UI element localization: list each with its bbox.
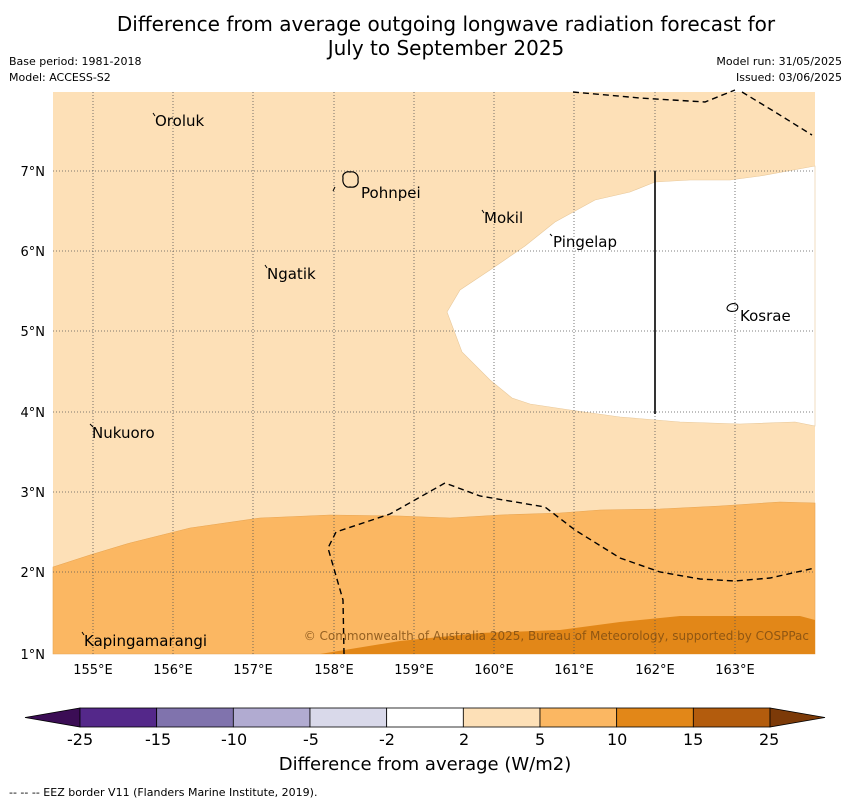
- lon-label-156: 156°E: [153, 663, 193, 678]
- cb-tick-label: -10: [221, 730, 248, 749]
- colorbar-segment: [386, 707, 464, 728]
- pohnpei-island-icon: [342, 171, 359, 188]
- place-label-pohnpei: Pohnpei: [361, 184, 421, 202]
- colorbar-segment: [79, 707, 158, 728]
- cb-tick-label: 2: [459, 730, 470, 749]
- mid-orange-region: [52, 501, 816, 655]
- eez-borders: [327, 89, 816, 655]
- lat-label-4n: 4°N: [21, 406, 46, 421]
- copyright-text: © Commonwealth of Australia 2025, Bureau…: [304, 629, 809, 643]
- ngatik-tick: [264, 264, 268, 269]
- cb-tick-label: -5: [303, 730, 319, 749]
- issued-date: Issued: 03/06/2025: [735, 71, 842, 84]
- place-label-nukuoro: Nukuoro: [92, 424, 155, 442]
- place-label-oroluk: Oroluk: [155, 112, 204, 130]
- place-label-kapingamarangi: Kapingamarangi: [84, 632, 207, 650]
- white-region: [446, 165, 816, 427]
- kosrae-island-icon: [726, 303, 739, 312]
- colorbar-segment: [616, 707, 694, 728]
- colorbar-segment: [692, 707, 771, 728]
- lon-label-162: 162°E: [635, 663, 675, 678]
- lat-label-1n: 1°N: [21, 648, 46, 663]
- colorbar-segment: [156, 707, 234, 728]
- chart-title: Difference from average outgoing longwav…: [60, 12, 832, 60]
- lon-label-157: 157°E: [233, 663, 273, 678]
- mokil-tick: [481, 209, 485, 214]
- lon-label-159: 159°E: [394, 663, 434, 678]
- cb-tick-label: 5: [535, 730, 546, 749]
- lon-label-161: 161°E: [554, 663, 594, 678]
- place-label-ngatik: Ngatik: [267, 265, 316, 283]
- ant-atoll-icon: [332, 186, 336, 192]
- place-label-pingelap: Pingelap: [553, 233, 617, 251]
- place-label-kosrae: Kosrae: [740, 307, 791, 325]
- pingelap-tick: [549, 233, 553, 237]
- atoll-ticks: [81, 112, 553, 636]
- title-line-1: Difference from average outgoing longwav…: [116, 12, 776, 36]
- eez-legend-note: -- -- -- EEZ border V11 (Flanders Marine…: [9, 786, 318, 799]
- cb-tick-label: -15: [145, 730, 172, 749]
- cb-tick-label: 25: [759, 730, 780, 749]
- gridlines: [53, 92, 815, 654]
- colorbar-segment: [539, 707, 618, 728]
- cb-tick-label: 10: [607, 730, 628, 749]
- kapinga-tick: [81, 631, 85, 636]
- oroluk-tick: [152, 112, 156, 117]
- lat-label-7n: 7°N: [21, 165, 46, 180]
- dark-orange-region: [320, 616, 815, 654]
- cb-tick-label: -25: [67, 730, 94, 749]
- base-period: Base period: 1981-2018: [9, 55, 142, 68]
- colorbar-extend-high: [769, 707, 826, 728]
- meta-right: Model run: 31/05/2025 Issued: 03/06/2025: [716, 54, 842, 86]
- colorbar-segment: [309, 707, 388, 728]
- lon-label-160: 160°E: [474, 663, 514, 678]
- model-name: Model: ACCESS-S2: [9, 71, 111, 84]
- lat-label-5n: 5°N: [21, 325, 46, 340]
- lon-label-155: 155°E: [73, 663, 113, 678]
- colorbar-segment: [462, 707, 541, 728]
- lon-label-158: 158°E: [314, 663, 354, 678]
- colorbar-segment: [232, 707, 311, 728]
- lat-label-6n: 6°N: [21, 245, 46, 260]
- place-label-mokil: Mokil: [484, 209, 523, 227]
- eez-top: [572, 89, 813, 136]
- cb-tick-label: 15: [683, 730, 704, 749]
- lat-label-2n: 2°N: [21, 566, 46, 581]
- colorbar-title: Difference from average (W/m2): [278, 754, 572, 775]
- title-line-2: July to September 2025: [327, 36, 565, 60]
- lat-label-3n: 3°N: [21, 486, 46, 501]
- eez-bottom: [327, 482, 816, 655]
- lon-label-163: 163°E: [715, 663, 755, 678]
- colorbar: [24, 707, 826, 728]
- cb-tick-label: -2: [379, 730, 395, 749]
- colorbar-extend-low: [24, 707, 81, 728]
- model-run: Model run: 31/05/2025: [716, 55, 842, 68]
- nukuoro-tick: [89, 423, 94, 428]
- meta-left: Base period: 1981-2018 Model: ACCESS-S2: [9, 54, 141, 86]
